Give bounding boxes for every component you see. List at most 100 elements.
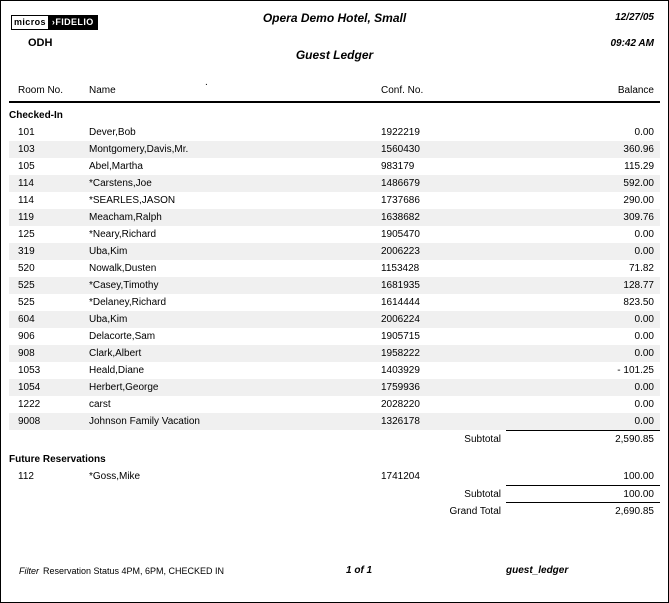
name-cell: *Carstens,Joe [89,178,152,189]
room-cell: 525 [18,280,35,291]
balance-cell: 823.50 [623,297,654,308]
conf-cell: 1486679 [381,178,420,189]
column-header-balance: Balance [617,85,654,96]
subtotal-row: Subtotal 2,590.85 [9,430,660,447]
balance-cell: 309.76 [623,212,654,223]
report-file-name: guest_ledger [506,565,569,576]
name-cell: Herbert,George [89,382,159,393]
conf-cell: 1905470 [381,229,420,240]
room-cell: 1222 [18,399,41,410]
room-cell: 114 [18,195,34,206]
grand-total-row: Grand Total 2,690.85 [9,502,660,519]
print-date: 12/27/05 [615,12,654,23]
balance-cell: 0.00 [634,246,654,257]
table-row: 525 *Casey,Timothy 1681935 128.77 [9,277,660,294]
property-code: ODH [28,37,53,49]
conf-cell: 1681935 [381,280,420,291]
table-row: 908 Clark,Albert 1958222 0.00 [9,345,660,362]
balance-cell: 0.00 [634,399,654,410]
report-title: Guest Ledger [295,48,374,62]
table-row: 119 Meacham,Ralph 1638682 309.76 [9,209,660,226]
table-row: 520 Nowalk,Dusten 1153428 71.82 [9,260,660,277]
balance-cell: - 101.25 [617,365,654,376]
room-cell: 908 [18,348,35,359]
logo-fidelio-text: ›FIDELIO [48,15,98,30]
conf-cell: 1326178 [381,416,420,427]
balance-cell: 128.77 [623,280,654,291]
balance-cell: 115.29 [624,161,654,172]
balance-cell: 0.00 [634,331,654,342]
table-row: 906 Delacorte,Sam 1905715 0.00 [9,328,660,345]
name-cell: Uba,Kim [89,314,128,325]
total-rule [506,485,660,486]
conf-cell: 2006223 [381,246,420,257]
report-footer: Filter Reservation Status 4PM, 6PM, CHEC… [1,561,668,583]
table-row: 114 *SEARLES,JASON 1737686 290.00 [9,192,660,209]
name-cell: Johnson Family Vacation [89,416,200,427]
header-rule [9,101,660,103]
table-row: 1054 Herbert,George 1759936 0.00 [9,379,660,396]
room-cell: 105 [18,161,35,172]
conf-cell: 1759936 [381,382,420,393]
table-row: 1222 carst 2028220 0.00 [9,396,660,413]
name-cell: Nowalk,Dusten [89,263,157,274]
table-row: 1053 Heald,Diane 1403929 - 101.25 [9,362,660,379]
balance-cell: 290.00 [623,195,654,206]
conf-cell: 1638682 [381,212,420,223]
room-cell: 525 [18,297,35,308]
table-row: 114 *Carstens,Joe 1486679 592.00 [9,175,660,192]
balance-cell: 71.82 [628,263,654,274]
section-title: Future Reservations [9,454,106,465]
room-cell: 125 [18,229,35,240]
name-cell: *Delaney,Richard [89,297,167,308]
conf-cell: 1958222 [381,348,420,359]
conf-cell: 1153428 [381,263,420,274]
name-cell: Delacorte,Sam [89,331,156,342]
room-cell: 520 [18,263,35,274]
table-row: 525 *Delaney,Richard 1614444 823.50 [9,294,660,311]
table-row: 9008 Johnson Family Vacation 1326178 0.00 [9,413,660,430]
table-row: 103 Montgomery,Davis,Mr. 1560430 360.96 [9,141,660,158]
column-header-row: Room No. Name Conf. No. Balance [9,85,660,99]
subtotal-row-value: 2,590.85 [615,434,654,445]
hotel-name: Opera Demo Hotel, Small [262,11,407,25]
filter-value: Reservation Status 4PM, 6PM, CHECKED IN [43,566,225,576]
conf-cell: 1922219 [381,127,420,138]
room-cell: 112 [18,471,34,482]
total-rule [506,430,660,431]
name-cell: Uba,Kim [89,246,128,257]
room-cell: 319 [18,246,35,257]
name-cell: Clark,Albert [89,348,142,359]
room-cell: 1053 [18,365,41,376]
column-header-conf: Conf. No. [381,85,424,96]
print-time: 09:42 AM [610,38,654,49]
page-indicator: 1 of 1 [346,565,373,576]
name-cell: *Casey,Timothy [89,280,159,291]
balance-cell: 0.00 [634,314,654,325]
name-cell: carst [89,399,111,410]
table-row: 604 Uba,Kim 2006224 0.00 [9,311,660,328]
conf-cell: 1905715 [381,331,420,342]
conf-cell: 1741204 [381,471,420,482]
balance-cell: 100.00 [623,471,654,482]
room-cell: 604 [18,314,35,325]
table-row: 105 Abel,Martha 983179 115.29 [9,158,660,175]
table-row: 112 *Goss,Mike 1741204 100.00 [9,468,660,485]
grand-total-row-value: 2,690.85 [615,506,654,517]
table-row: 101 Dever,Bob 1922219 0.00 [9,124,660,141]
conf-cell: 1614444 [381,297,420,308]
logo-micros-text: micros [11,15,49,30]
subtotal-row-label: Subtotal [464,489,501,500]
room-cell: 1054 [18,382,41,393]
name-cell: Heald,Diane [89,365,145,376]
micros-fidelio-logo: micros ›FIDELIO [11,15,98,30]
subtotal-row-value: 100.00 [623,489,654,500]
name-cell: Meacham,Ralph [89,212,162,223]
grand-total-row-label: Grand Total [449,506,501,517]
balance-cell: 360.96 [623,144,654,155]
name-cell: Dever,Bob [89,127,136,138]
name-cell: *SEARLES,JASON [89,195,176,206]
room-cell: 9008 [18,416,41,427]
conf-cell: 1737686 [381,195,420,206]
